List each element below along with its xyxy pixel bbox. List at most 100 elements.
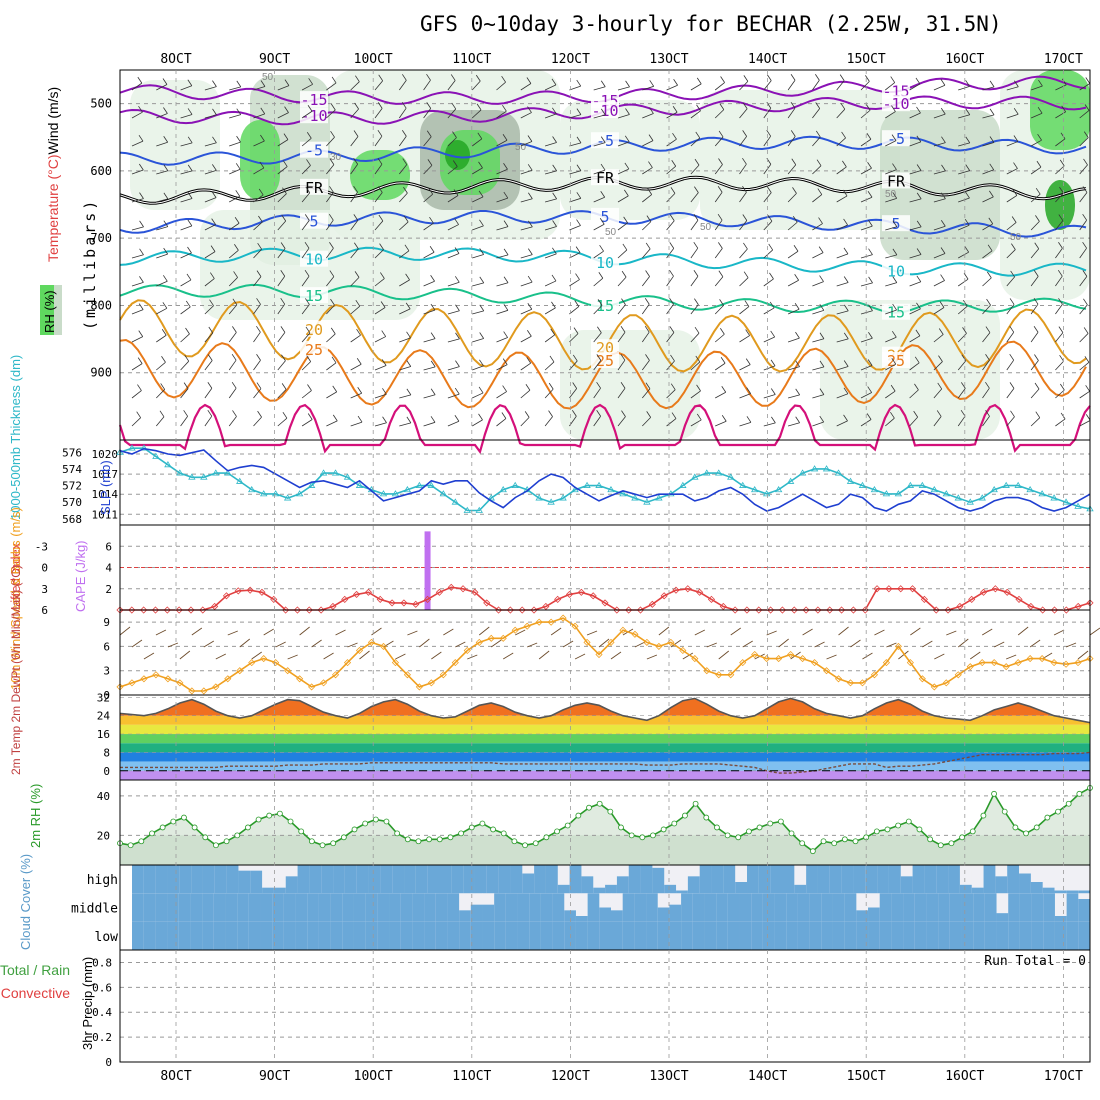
cloud-cell bbox=[202, 893, 215, 922]
wind-barb bbox=[1079, 276, 1088, 287]
cloud-cell bbox=[832, 893, 846, 922]
wind-barb bbox=[472, 225, 484, 231]
temp-tick-label: 16 bbox=[97, 728, 110, 741]
x-tick-label-top: 11OCT bbox=[452, 52, 491, 67]
wind-barb-flag bbox=[744, 300, 750, 307]
wind-barb bbox=[1055, 389, 1065, 399]
wind-barb-flag bbox=[450, 74, 456, 81]
temperature-contour-label: FR bbox=[596, 169, 615, 187]
wind-barb-flag bbox=[1059, 354, 1064, 362]
cloud-cell bbox=[470, 921, 483, 950]
rh-2m-area bbox=[120, 787, 1090, 865]
wind-barb-flag bbox=[306, 132, 312, 139]
wind-speed-series-point bbox=[930, 683, 938, 691]
wind-barb-flag bbox=[357, 415, 363, 423]
temperature-contour-label: 15 bbox=[596, 297, 614, 315]
wind-barb bbox=[593, 415, 601, 427]
wind-barb bbox=[520, 198, 533, 203]
wind-barb-flag bbox=[624, 162, 630, 170]
precip-axis-label: 3hr Precip (mm) bbox=[80, 957, 95, 1050]
li-tick-label: 3 bbox=[41, 583, 48, 596]
wind-barb bbox=[593, 332, 602, 343]
cloud-cell bbox=[356, 865, 370, 894]
lifted-index-series-point bbox=[376, 595, 384, 603]
wind-barb bbox=[326, 333, 336, 343]
wind-barb-flag bbox=[721, 386, 727, 393]
cloud-cell bbox=[1043, 921, 1056, 950]
cloud-cell bbox=[1054, 890, 1067, 894]
wind-barb-flag bbox=[551, 301, 556, 309]
cloud-cell bbox=[996, 913, 1009, 922]
temp-tick-label: 32 bbox=[97, 691, 110, 704]
wind-barb bbox=[690, 220, 699, 231]
thickness-series-point bbox=[415, 481, 424, 488]
cloud-cell bbox=[640, 865, 653, 894]
wind-barb-flag bbox=[766, 186, 772, 193]
wind-barb-flag bbox=[232, 410, 237, 417]
wind-speed-series-point bbox=[643, 638, 651, 646]
thickness-series-point bbox=[750, 485, 759, 493]
thickness-series-point bbox=[212, 469, 220, 476]
x-tick-label-bottom: 17OCT bbox=[1044, 1069, 1083, 1084]
surface-wind-barb bbox=[119, 626, 131, 636]
wind-barb-flag bbox=[624, 135, 630, 143]
rh-2m-series-point bbox=[532, 840, 539, 847]
cloud-cell bbox=[178, 893, 191, 922]
wind-barb bbox=[1006, 304, 1015, 315]
wind-speed-series-point bbox=[715, 671, 723, 679]
wind-barb-flag bbox=[305, 298, 310, 305]
chart-title: GFS 0~10day 3-hourly for BECHAR (2.25W, … bbox=[420, 12, 1002, 36]
x-tick-label-top: 9OCT bbox=[259, 52, 290, 67]
rh-2m-series-point bbox=[671, 820, 678, 827]
wind-barb bbox=[277, 389, 287, 399]
wind-barb-flag bbox=[377, 129, 383, 137]
wind-barb-flag bbox=[401, 130, 407, 137]
wind-barb bbox=[617, 332, 626, 343]
wind-barb bbox=[1006, 86, 1019, 91]
lifted-index-series-point bbox=[1050, 606, 1059, 614]
wind-barb-flag bbox=[693, 241, 699, 249]
surface-wind-barb bbox=[1041, 652, 1053, 660]
wind-barb-flag bbox=[187, 136, 193, 144]
wind-barb-flag bbox=[329, 270, 335, 277]
cloud-cell bbox=[903, 921, 916, 950]
cloud-cell bbox=[143, 893, 156, 922]
wind-barb-flag bbox=[645, 242, 651, 250]
wind-barb-flag bbox=[576, 219, 581, 226]
wind-barb bbox=[885, 82, 895, 91]
wind-barb-flag bbox=[381, 359, 387, 366]
cloud-cell bbox=[380, 865, 393, 894]
li-tick-label: -3 bbox=[35, 540, 48, 553]
wind-barb-flag bbox=[454, 218, 459, 225]
wind-barb-flag bbox=[938, 328, 944, 335]
wind-barb-flag bbox=[402, 74, 407, 81]
wind-barb bbox=[423, 338, 436, 343]
wind-barb-flag bbox=[1011, 216, 1017, 223]
rh-shade-region bbox=[240, 120, 280, 200]
wind-barb bbox=[399, 394, 411, 399]
wind-barb-flag bbox=[306, 159, 311, 166]
wind-barb bbox=[374, 336, 386, 343]
wind-barb bbox=[1006, 249, 1016, 259]
cloud-cell bbox=[949, 893, 962, 922]
wind-barb-flag bbox=[280, 297, 286, 305]
temperature-contour-label: 10 bbox=[887, 263, 905, 281]
cloud-cell bbox=[1054, 921, 1068, 950]
rh-2m-series-point bbox=[394, 830, 401, 837]
wind-barb-flag bbox=[816, 159, 822, 166]
wind-barb-flag bbox=[940, 247, 946, 254]
wind-barb bbox=[739, 421, 752, 427]
cloud-cell bbox=[540, 893, 554, 922]
surface-wind-barb bbox=[299, 626, 310, 636]
wind-barb-flag bbox=[867, 359, 873, 366]
rh-2m-series-point bbox=[191, 824, 198, 831]
wind-barb-flag bbox=[649, 107, 654, 114]
rh-2m-series-point bbox=[1012, 824, 1019, 831]
lifted-index-series-point bbox=[423, 595, 432, 603]
cloud-cell bbox=[297, 865, 310, 894]
contour-label-bg bbox=[300, 178, 328, 195]
cloud-cell bbox=[634, 921, 647, 950]
surface-wind-barb bbox=[347, 642, 358, 648]
wind-barb-flag bbox=[771, 416, 776, 424]
wind-barb-flag bbox=[843, 332, 849, 340]
